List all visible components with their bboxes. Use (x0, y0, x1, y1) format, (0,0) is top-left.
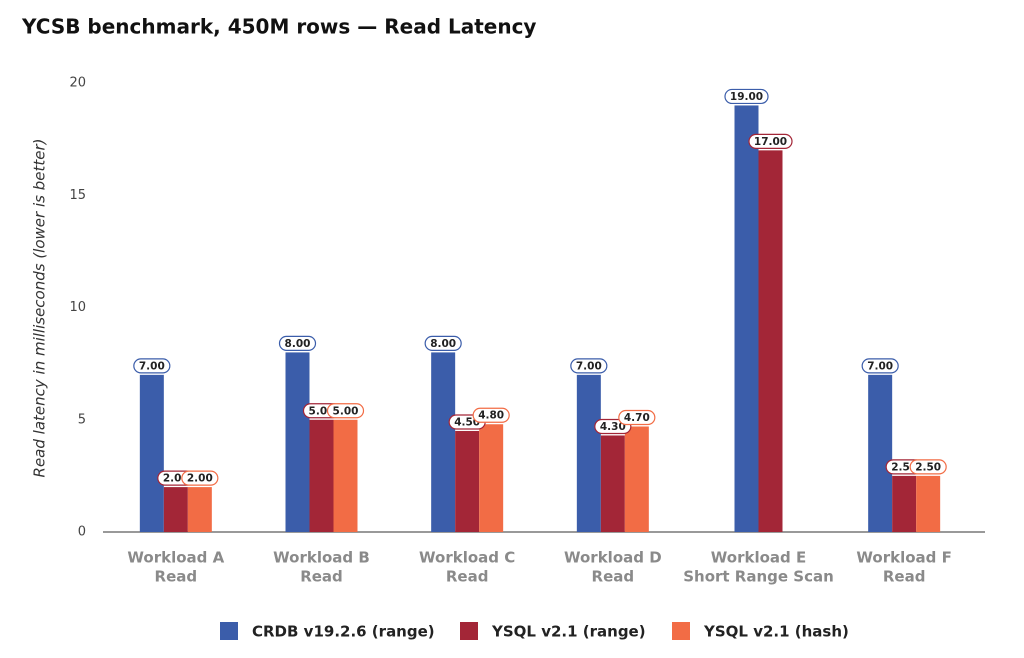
value-label: 2.00 (187, 473, 213, 485)
legend-label: YSQL v2.1 (hash) (703, 623, 849, 641)
legend-swatch (460, 622, 478, 640)
value-label-bg (472, 407, 510, 423)
x-tick-label: Workload C (419, 549, 515, 567)
bar (600, 435, 625, 532)
x-tick-label: Read (592, 568, 635, 586)
bar (576, 374, 601, 532)
y-tick-label: 0 (78, 525, 86, 540)
y-tick-label: 15 (69, 188, 86, 203)
bar (333, 419, 358, 532)
value-label: 8.00 (285, 338, 311, 350)
value-label: 7.00 (139, 360, 165, 372)
bar (916, 475, 941, 532)
value-label: 8.00 (430, 338, 456, 350)
bar (734, 105, 759, 532)
value-label-bg (424, 335, 462, 351)
legend-label: CRDB v19.2.6 (range) (252, 623, 435, 641)
bar (868, 374, 893, 532)
chart-title: YCSB benchmark, 450M rows — Read Latency (21, 15, 536, 39)
value-label-bg (278, 335, 317, 351)
y-tick-label: 10 (69, 300, 86, 315)
legend-swatch (672, 622, 690, 640)
value-label: 17.00 (754, 136, 787, 148)
x-tick-label: Read (155, 568, 198, 586)
bar (892, 475, 917, 532)
x-tick-label: Read (300, 568, 343, 586)
value-label-bg (748, 133, 793, 149)
value-label-bg (861, 358, 899, 374)
value-label-bg (618, 409, 656, 426)
y-tick-label: 20 (69, 76, 86, 91)
value-label: 4.50 (454, 416, 480, 428)
value-label: 19.00 (730, 91, 763, 103)
x-tick-label: Workload E (711, 549, 806, 567)
value-label-bg (326, 403, 365, 419)
x-tick-label: Read (446, 568, 489, 586)
value-label-bg (570, 358, 608, 374)
x-tick-label: Workload A (127, 549, 224, 567)
value-label-bg (181, 470, 219, 486)
value-label: 4.70 (624, 412, 650, 424)
x-tick-label: Short Range Scan (683, 568, 834, 586)
value-label: 4.30 (600, 421, 626, 433)
bar (139, 374, 164, 532)
x-tick-label: Read (883, 568, 926, 586)
x-tick-label: Workload F (856, 549, 951, 567)
bar (455, 430, 480, 532)
value-label: 4.80 (478, 410, 504, 422)
bar (285, 352, 310, 532)
value-label: 7.00 (867, 360, 893, 372)
x-tick-label: Workload D (564, 549, 662, 567)
bar (187, 487, 212, 532)
legend-swatch (220, 622, 238, 640)
bar (431, 352, 456, 532)
bar (479, 424, 504, 532)
legend-label: YSQL v2.1 (range) (491, 623, 646, 641)
value-label-bg (724, 88, 769, 105)
y-axis-label: Read latency in milliseconds (lower is b… (31, 139, 49, 478)
value-label: 7.00 (576, 360, 602, 372)
bar (163, 487, 188, 532)
bar (758, 150, 783, 532)
value-label-bg (133, 358, 171, 374)
bar (309, 419, 334, 532)
x-tick-label: Workload B (273, 549, 370, 567)
value-label: 2.50 (915, 461, 941, 473)
bar (624, 426, 649, 532)
y-tick-label: 5 (78, 412, 86, 427)
value-label-bg (909, 459, 947, 475)
value-label: 5.00 (333, 405, 359, 417)
